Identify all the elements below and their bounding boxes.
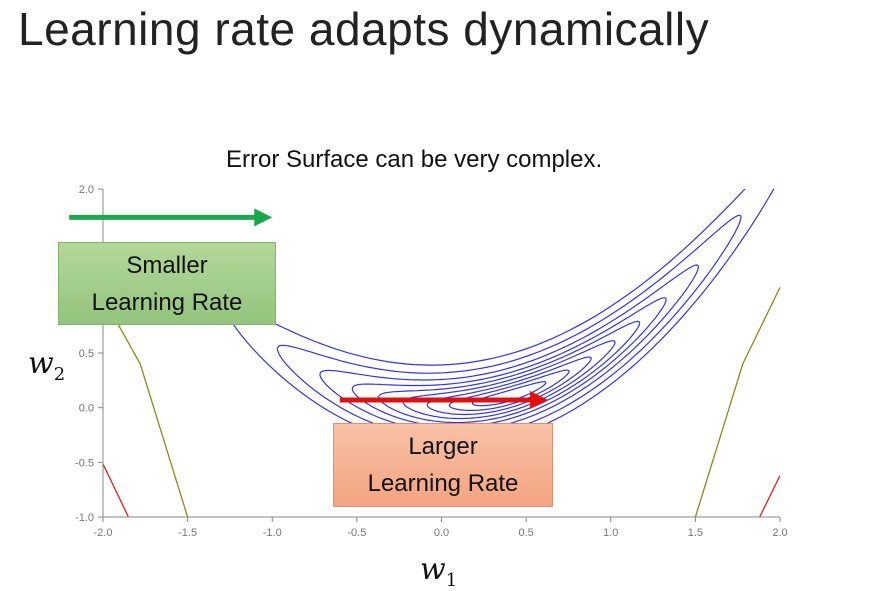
x-tick-label-3: -0.5 <box>347 527 366 539</box>
larger-learning-rate-callout: Larger Learning Rate <box>333 423 553 507</box>
step-arrows <box>69 208 549 410</box>
contour-6 <box>319 264 699 433</box>
contour-lines <box>103 189 780 517</box>
contour-0 <box>472 381 547 407</box>
plot-axes: -2.0 -1.5 -1.0 -0.5 0.0 0.5 1.0 1.5 2.0 2.0 0.5 0.0… <box>75 184 788 539</box>
x-tick-label-7: 1.5 <box>688 527 703 539</box>
y-tick-label-0: 2.0 <box>79 184 94 196</box>
contour-5 <box>351 297 667 428</box>
x-tick-label-8: 2.0 <box>772 527 787 539</box>
callout-small-line1: Smaller <box>126 252 208 279</box>
y-axis-label: w2 <box>28 346 66 385</box>
smaller-step-arrow-head <box>254 208 273 227</box>
contour-2 <box>426 356 592 416</box>
larger-step-arrow-head <box>530 391 549 410</box>
y-tick-label-4: -1.0 <box>75 512 94 524</box>
contour-4 <box>378 320 641 424</box>
y-tick-label-2: 0.0 <box>79 403 94 415</box>
x-tick-label-1: -1.5 <box>178 527 197 539</box>
red-contour-left <box>103 462 129 517</box>
red-contour-right <box>759 475 780 517</box>
y-tick-label-3: -0.5 <box>75 457 94 469</box>
x-tick-label-0: -2.0 <box>94 527 113 539</box>
callout-large-line2: Learning Rate <box>367 470 519 497</box>
y-tick-label-1: 0.5 <box>79 348 94 360</box>
contour-1 <box>448 369 570 411</box>
outer-contour-right <box>694 287 780 517</box>
slide-title: Learning rate adapts dynamically <box>18 3 710 55</box>
contour-7 <box>276 214 742 439</box>
smaller-learning-rate-callout: Smaller Learning Rate <box>58 242 276 325</box>
callout-large-line1: Larger <box>408 433 478 460</box>
x-tick-label-6: 1.0 <box>603 527 618 539</box>
x-axis-label: w1 <box>420 552 458 591</box>
x-tick-label-2: -1.0 <box>263 527 282 539</box>
x-tick-label-4: 0.0 <box>434 527 449 539</box>
x-tick-label-5: 0.5 <box>518 527 533 539</box>
plot-caption: Error Surface can be very complex. <box>226 146 603 173</box>
callout-small-line2: Learning Rate <box>91 289 243 316</box>
